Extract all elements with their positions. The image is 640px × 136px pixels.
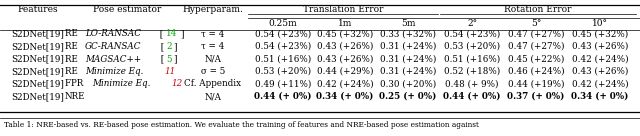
Text: ]: ] (180, 30, 184, 38)
Text: [: [ (157, 30, 164, 38)
Text: 5m: 5m (401, 18, 415, 27)
Text: Rotation Error: Rotation Error (504, 5, 572, 15)
Text: 0.33 (+32%): 0.33 (+32%) (380, 30, 436, 38)
Text: 0.48 (+ 9%): 0.48 (+ 9%) (445, 80, 499, 89)
Text: 0.44 (+19%): 0.44 (+19%) (508, 80, 564, 89)
Text: 0.54 (+23%): 0.54 (+23%) (444, 30, 500, 38)
Text: τ = 4: τ = 4 (202, 30, 225, 38)
Text: 11: 11 (164, 67, 175, 76)
Text: N/A: N/A (205, 92, 221, 101)
Text: 2: 2 (166, 42, 172, 51)
Text: 0.45 (+32%): 0.45 (+32%) (317, 30, 373, 38)
Text: 0.45 (+32%): 0.45 (+32%) (572, 30, 628, 38)
Text: MAGSAC++: MAGSAC++ (85, 55, 141, 64)
Text: 0.47 (+27%): 0.47 (+27%) (508, 30, 564, 38)
Text: 5°: 5° (531, 18, 541, 27)
Text: 0.25 (+ 0%): 0.25 (+ 0%) (380, 92, 436, 101)
Text: S2DNet[19]: S2DNet[19] (12, 30, 65, 38)
Text: N/A: N/A (205, 55, 221, 64)
Text: RE: RE (65, 67, 81, 76)
Text: RE: RE (65, 30, 81, 38)
Text: 0.44 (+ 0%): 0.44 (+ 0%) (444, 92, 500, 101)
Text: 0.51 (+16%): 0.51 (+16%) (444, 55, 500, 64)
Text: 0.51 (+16%): 0.51 (+16%) (255, 55, 311, 64)
Text: S2DNet[19]: S2DNet[19] (12, 80, 65, 89)
Text: 14: 14 (166, 30, 177, 38)
Text: 0.31 (+24%): 0.31 (+24%) (380, 55, 436, 64)
Text: NRE: NRE (65, 92, 86, 101)
Text: [: [ (158, 42, 164, 51)
Text: 0.42 (+24%): 0.42 (+24%) (572, 80, 628, 89)
Text: 0.30 (+20%): 0.30 (+20%) (380, 80, 436, 89)
Text: 0.45 (+22%): 0.45 (+22%) (508, 55, 564, 64)
Text: 0.47 (+27%): 0.47 (+27%) (508, 42, 564, 51)
Text: 0.54 (+23%): 0.54 (+23%) (255, 42, 311, 51)
Text: 2°: 2° (467, 18, 477, 27)
Text: 0.25m: 0.25m (269, 18, 298, 27)
Text: [: [ (157, 55, 164, 64)
Text: Table 1: NRE-based vs. RE-based pose estimation. We evaluate the training of fea: Table 1: NRE-based vs. RE-based pose est… (4, 121, 479, 129)
Text: S2DNet[19]: S2DNet[19] (12, 67, 65, 76)
Text: S2DNet[19]: S2DNet[19] (12, 42, 65, 51)
Text: 0.53 (+20%): 0.53 (+20%) (444, 42, 500, 51)
Text: Cf. Appendix: Cf. Appendix (184, 80, 241, 89)
Text: Minimize Eq.: Minimize Eq. (92, 80, 153, 89)
Text: 0.54 (+23%): 0.54 (+23%) (255, 30, 311, 38)
Text: 0.52 (+18%): 0.52 (+18%) (444, 67, 500, 76)
Text: LO-RANSAC: LO-RANSAC (85, 30, 141, 38)
Text: ]: ] (173, 42, 177, 51)
Text: Translation Error: Translation Error (303, 5, 383, 15)
Text: 0.42 (+24%): 0.42 (+24%) (572, 55, 628, 64)
Text: 0.49 (+11%): 0.49 (+11%) (255, 80, 311, 89)
Text: 5: 5 (166, 55, 172, 64)
Text: 0.53 (+20%): 0.53 (+20%) (255, 67, 311, 76)
Text: RE: RE (65, 55, 81, 64)
Text: 0.43 (+26%): 0.43 (+26%) (317, 55, 373, 64)
Text: 0.44 (+29%): 0.44 (+29%) (317, 67, 373, 76)
Text: 0.44 (+ 0%): 0.44 (+ 0%) (254, 92, 312, 101)
Text: 0.43 (+26%): 0.43 (+26%) (317, 42, 373, 51)
Text: S2DNet[19]: S2DNet[19] (12, 55, 65, 64)
Text: 0.43 (+26%): 0.43 (+26%) (572, 42, 628, 51)
Text: 0.43 (+26%): 0.43 (+26%) (572, 67, 628, 76)
Text: τ = 4: τ = 4 (202, 42, 225, 51)
Text: 0.34 (+ 0%): 0.34 (+ 0%) (316, 92, 374, 101)
Text: Minimize Eq.: Minimize Eq. (85, 67, 147, 76)
Text: 0.34 (+ 0%): 0.34 (+ 0%) (572, 92, 628, 101)
Text: 0.31 (+24%): 0.31 (+24%) (380, 67, 436, 76)
Text: 0.31 (+24%): 0.31 (+24%) (380, 42, 436, 51)
Text: 0.37 (+ 0%): 0.37 (+ 0%) (508, 92, 564, 101)
Text: Hyperparam.: Hyperparam. (182, 5, 243, 15)
Text: Features: Features (18, 5, 58, 15)
Text: FPR: FPR (65, 80, 86, 89)
Text: σ = 5: σ = 5 (201, 67, 225, 76)
Text: 10°: 10° (592, 18, 608, 27)
Text: S2DNet[19]: S2DNet[19] (12, 92, 65, 101)
Text: Pose estimator: Pose estimator (93, 5, 161, 15)
Text: GC-RANSAC: GC-RANSAC (85, 42, 141, 51)
Text: 12: 12 (171, 80, 182, 89)
Text: 0.42 (+24%): 0.42 (+24%) (317, 80, 373, 89)
Text: 1m: 1m (338, 18, 352, 27)
Text: RE: RE (65, 42, 81, 51)
Text: ]: ] (173, 55, 177, 64)
Text: 0.46 (+24%): 0.46 (+24%) (508, 67, 564, 76)
